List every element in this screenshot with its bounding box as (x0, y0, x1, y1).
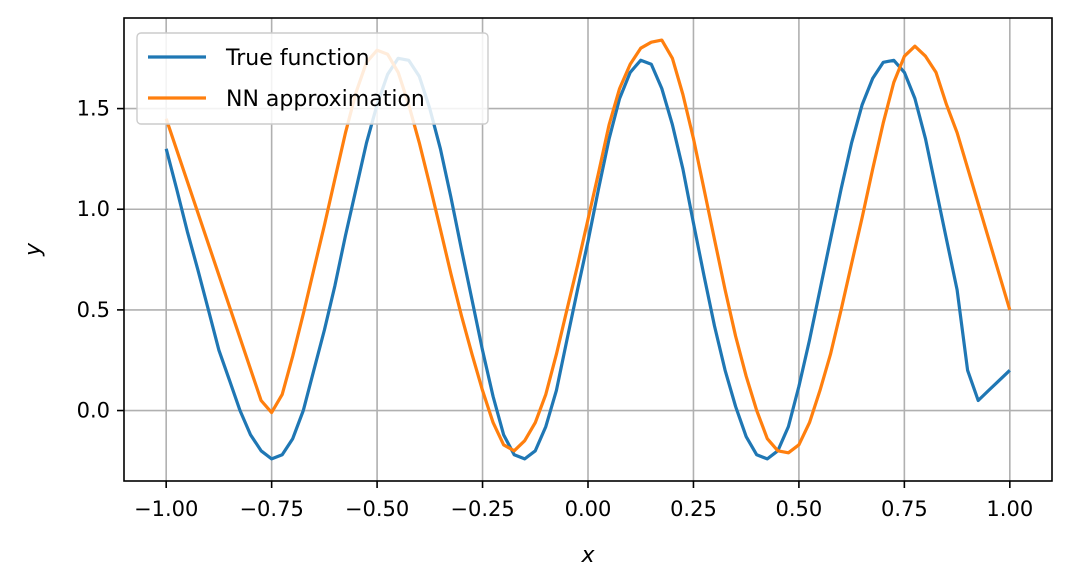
x-tick-label: 0.00 (565, 497, 612, 521)
y-axis-label: y (21, 242, 46, 257)
x-tick-label: 0.75 (881, 497, 928, 521)
x-axis: −1.00 −0.75 −0.50 −0.25 0.00 0.25 0.50 0.75 1.00 (134, 481, 1033, 521)
y-tick-label: 0.5 (77, 298, 110, 322)
x-axis-label: x (580, 543, 595, 568)
y-axis: 0.0 0.5 1.0 1.5 (77, 97, 124, 423)
series-line-1 (164, 56, 1011, 461)
legend-box (136, 32, 489, 125)
legend-label: True function (225, 46, 370, 71)
y-tick-label: 0.0 (77, 399, 110, 423)
y-tick-label: 1.0 (77, 197, 110, 221)
y-tick-label: 1.5 (77, 97, 110, 121)
x-tick-label: 0.50 (776, 497, 823, 521)
legend: True function NN approximation (136, 32, 489, 125)
legend-label: NN approximation (226, 87, 425, 112)
x-tick-label: −0.25 (450, 497, 514, 521)
x-tick-label: −0.75 (239, 497, 303, 521)
x-tick-label: −0.50 (345, 497, 409, 521)
x-tick-label: −1.00 (134, 497, 198, 521)
x-tick-label: 0.25 (670, 497, 717, 521)
x-tick-label: 1.00 (986, 497, 1033, 521)
